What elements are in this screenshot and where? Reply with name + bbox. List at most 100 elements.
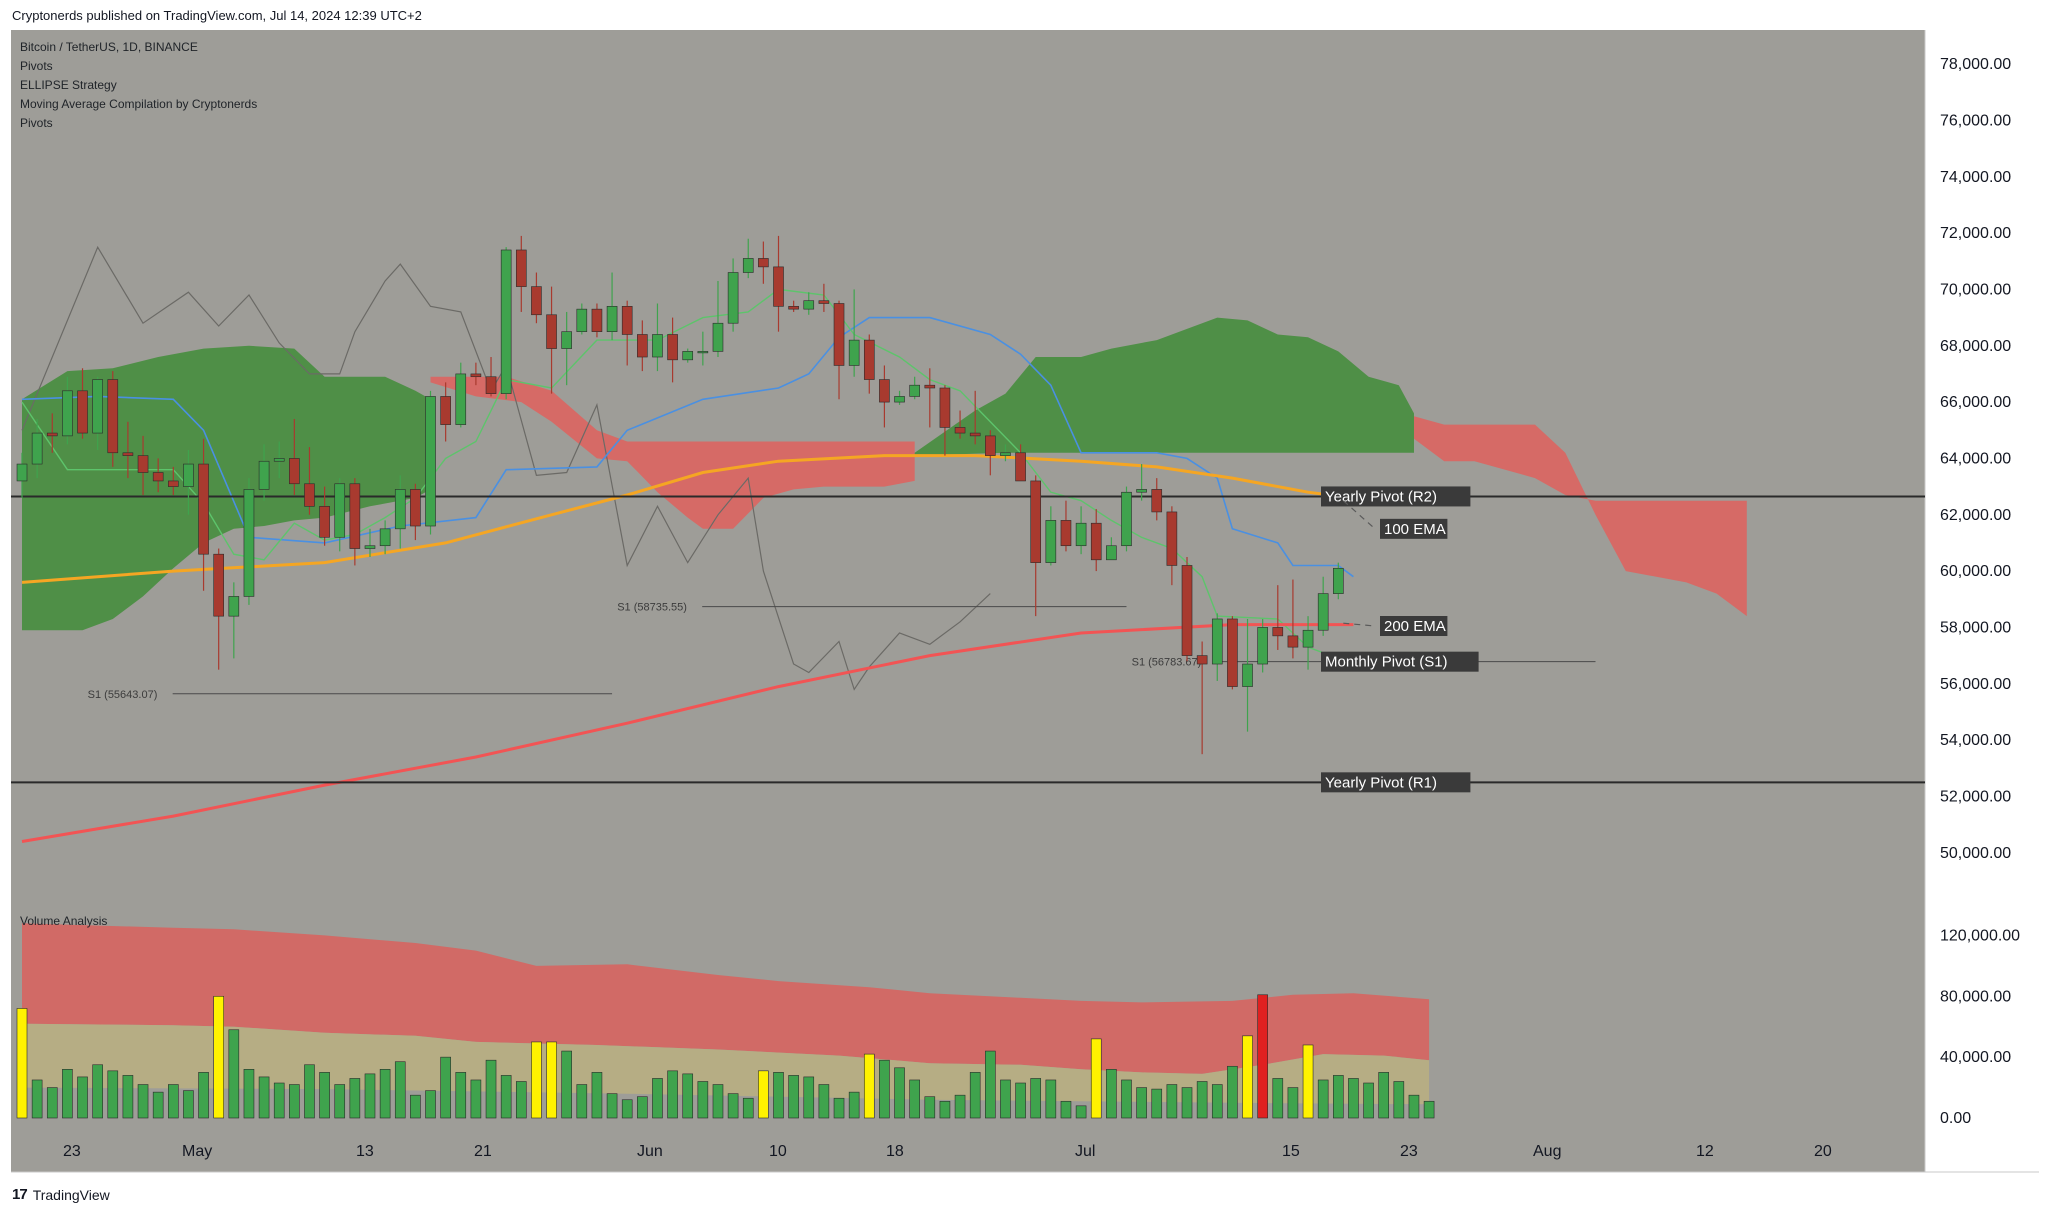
candle-body bbox=[1045, 520, 1057, 563]
volume-bar bbox=[183, 1090, 194, 1119]
candle-body bbox=[213, 553, 224, 617]
indicator-ma-compilation[interactable]: Moving Average Compilation by Cryptonerd… bbox=[20, 97, 258, 111]
candle-body bbox=[954, 427, 966, 434]
volume-bar bbox=[848, 1091, 860, 1119]
volume-bar bbox=[773, 1072, 784, 1119]
ichimoku-cloud-bear-future bbox=[1414, 416, 1747, 617]
candle-body bbox=[500, 249, 512, 394]
candle-body bbox=[440, 396, 451, 425]
candle-body bbox=[863, 339, 875, 380]
tag-connector-line bbox=[1342, 500, 1376, 530]
volume-tick-label: 80,000.00 bbox=[1940, 988, 2011, 1005]
candle-body bbox=[334, 483, 346, 538]
volume-bar bbox=[122, 1075, 134, 1119]
level-tag-box bbox=[1380, 616, 1448, 637]
candle-body bbox=[758, 258, 769, 268]
volume-bar bbox=[985, 1050, 996, 1119]
volume-bar bbox=[1030, 1078, 1042, 1119]
volume-bar bbox=[1302, 1044, 1314, 1119]
indicator-pivots-2[interactable]: Pivots bbox=[20, 116, 53, 130]
volume-bar bbox=[228, 1029, 240, 1119]
level-tag-label: 100 EMA bbox=[1384, 521, 1446, 538]
candle-body bbox=[1242, 663, 1253, 687]
candle-body bbox=[273, 458, 285, 462]
price-tick-label: 64,000.00 bbox=[1940, 450, 2011, 467]
volume-bar bbox=[621, 1099, 633, 1119]
volume-tick-label: 40,000.00 bbox=[1940, 1049, 2011, 1066]
level-tag-box bbox=[1321, 486, 1471, 507]
volume-bar bbox=[894, 1067, 905, 1119]
volume-bar bbox=[289, 1084, 300, 1119]
candle-body bbox=[485, 376, 497, 394]
indicator-ellipse-strategy[interactable]: ELLIPSE Strategy bbox=[20, 78, 117, 92]
volume-bar bbox=[606, 1093, 618, 1119]
ichimoku-cloud-bull bbox=[914, 317, 1414, 456]
volume-bar bbox=[788, 1075, 799, 1119]
volume-bar bbox=[455, 1072, 467, 1119]
candle-body bbox=[289, 458, 300, 485]
volume-bar bbox=[1151, 1088, 1163, 1119]
price-axis-background bbox=[1925, 30, 2039, 1172]
candle-body bbox=[1121, 491, 1132, 547]
volume-bar bbox=[591, 1072, 603, 1119]
candle-body bbox=[1211, 618, 1223, 665]
candle-body bbox=[697, 351, 709, 354]
volume-bar bbox=[667, 1070, 678, 1119]
candle-body bbox=[1075, 522, 1087, 547]
volume-bar bbox=[62, 1069, 73, 1119]
candle-body bbox=[1257, 627, 1268, 665]
ichimoku-cloud-bear bbox=[430, 376, 915, 529]
candle-body bbox=[1181, 565, 1193, 656]
volume-bar bbox=[546, 1041, 557, 1119]
chart-legend: Bitcoin / TetherUS, 1D, BINANCE Pivots E… bbox=[20, 38, 257, 133]
candle-body bbox=[712, 322, 724, 352]
level-tag-label: Yearly Pivot (R1) bbox=[1325, 774, 1437, 791]
volume-bar bbox=[1181, 1087, 1193, 1119]
candle-body bbox=[243, 489, 255, 597]
price-tick-label: 56,000.00 bbox=[1940, 676, 2011, 693]
candle-body bbox=[576, 308, 588, 332]
candle-body bbox=[561, 331, 572, 349]
volume-bar bbox=[152, 1091, 164, 1119]
volume-bar bbox=[954, 1094, 966, 1119]
candle-body bbox=[1302, 629, 1314, 648]
volume-bar bbox=[1242, 1035, 1253, 1119]
volume-bar bbox=[531, 1041, 542, 1119]
volume-bar bbox=[1423, 1100, 1435, 1119]
candle-body bbox=[304, 483, 315, 507]
volume-bar bbox=[1348, 1078, 1359, 1119]
time-tick-label: May bbox=[182, 1143, 212, 1160]
candle-body bbox=[894, 396, 905, 403]
volume-bar bbox=[803, 1076, 815, 1119]
volume-bar bbox=[818, 1084, 830, 1119]
time-tick-label: 23 bbox=[63, 1143, 81, 1160]
price-tick-label: 60,000.00 bbox=[1940, 563, 2011, 580]
candle-body bbox=[1333, 567, 1344, 594]
lagging-span-line bbox=[21, 245, 991, 691]
volume-bar bbox=[1121, 1079, 1132, 1119]
level-tag-box bbox=[1380, 518, 1448, 539]
candle-body bbox=[1166, 511, 1178, 566]
candle-body bbox=[727, 272, 739, 324]
symbol-label[interactable]: Bitcoin / TetherUS, 1D, BINANCE bbox=[20, 40, 198, 54]
time-tick-label: Jul bbox=[1075, 1143, 1095, 1160]
candle-body bbox=[1030, 480, 1042, 563]
price-tick-label: 50,000.00 bbox=[1940, 845, 2011, 862]
price-tick-label: 66,000.00 bbox=[1940, 394, 2011, 411]
volume-panel-title[interactable]: Volume Analysis bbox=[20, 914, 108, 928]
volume-bar bbox=[198, 1072, 209, 1119]
pivot-s1-label: S1 (55643.07) bbox=[88, 689, 158, 701]
candle-body bbox=[818, 300, 830, 304]
indicator-pivots[interactable]: Pivots bbox=[20, 59, 53, 73]
candle-body bbox=[939, 387, 951, 428]
tag-connector-line bbox=[1343, 622, 1376, 627]
tradingview-brand[interactable]: TradingView bbox=[32, 1186, 110, 1203]
volume-bar bbox=[742, 1097, 754, 1119]
volume-bar bbox=[31, 1079, 43, 1119]
candle-body bbox=[1227, 618, 1238, 687]
candle-body bbox=[682, 351, 694, 361]
candle-body bbox=[319, 505, 330, 538]
volume-bar bbox=[1106, 1069, 1117, 1119]
volume-bar bbox=[440, 1056, 451, 1119]
